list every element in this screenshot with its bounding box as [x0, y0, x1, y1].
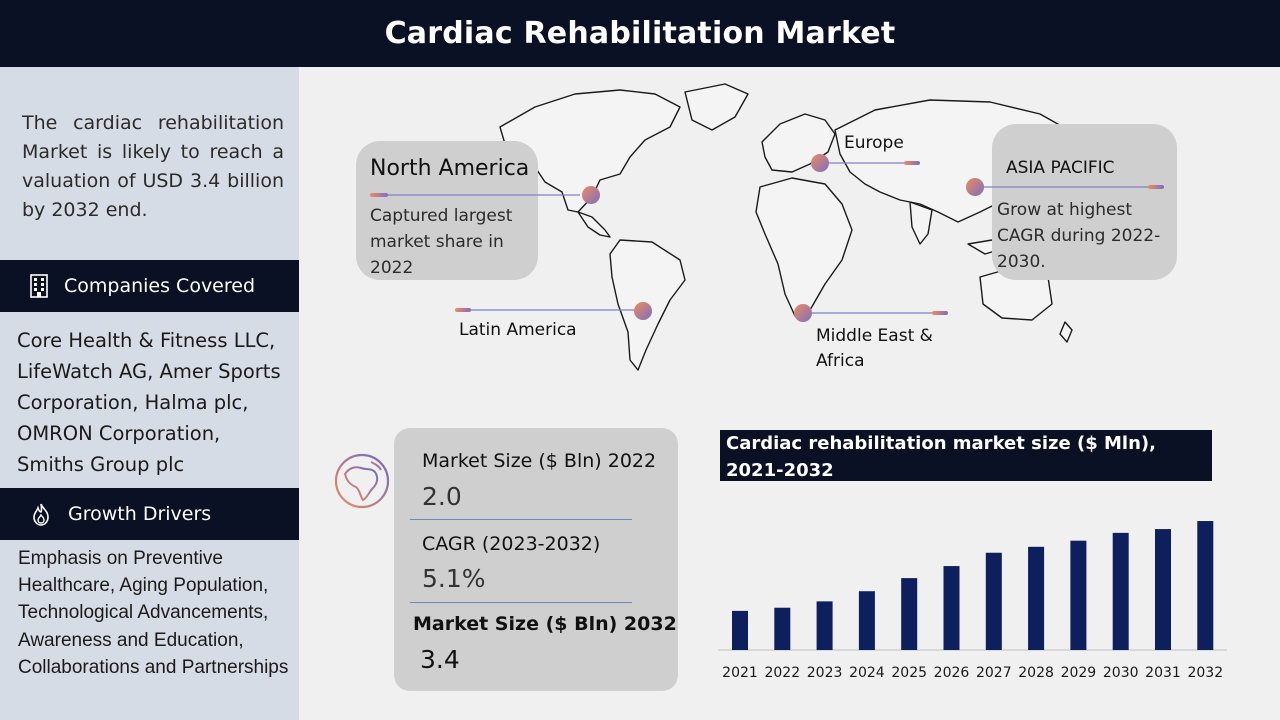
stats-divider-2	[410, 602, 632, 603]
bar-2021	[732, 610, 748, 650]
tick-label-2029: 2029	[1061, 665, 1097, 681]
size-2032-label: Market Size ($ Bln) 2032	[413, 613, 677, 635]
asia-pacific-card	[992, 124, 1177, 280]
flame-icon	[33, 503, 49, 526]
latin-america-label: Latin America	[459, 320, 577, 340]
tick-label-2028: 2028	[1018, 665, 1054, 681]
bar-2028	[1028, 546, 1045, 650]
stats-card	[394, 428, 678, 691]
tick-label-2024: 2024	[849, 665, 885, 681]
sidebar: The cardiac rehabilitation Market is lik…	[0, 67, 299, 720]
intro-text: The cardiac rehabilitation Market is lik…	[22, 112, 284, 221]
companies-list: Core Health & Fitness LLC, LifeWatch AG,…	[17, 329, 281, 476]
bar-chart: 2021 2022 2023 2024 2025 2026 2027 2028 2029 2030…	[718, 521, 1227, 681]
north-america-card	[356, 141, 538, 280]
europe-label: Europe	[844, 133, 904, 153]
south-america-shape	[609, 239, 686, 371]
page-title: Cardiac Rehabilitation Market	[384, 16, 896, 51]
asia-pacific-title: ASIA PACIFIC	[1006, 158, 1115, 178]
chart-title: Cardiac rehabilitation market size ($ Ml…	[720, 430, 1212, 481]
drivers-heading-band: Growth Drivers	[0, 488, 299, 540]
tick-label-2023: 2023	[807, 665, 843, 681]
north-america-title: North America	[370, 156, 530, 181]
tick-label-2030: 2030	[1103, 665, 1139, 681]
tick-group: 2021 2022 2023 2024 2025 2026 2027 2028 2029 2030…	[722, 665, 1223, 681]
cagr-label: CAGR (2023-2032)	[422, 533, 601, 555]
india-shape	[909, 201, 933, 245]
bar-2030	[1112, 532, 1129, 650]
size-2032-value: 3.4	[420, 645, 460, 674]
header: Cardiac Rehabilitation Market	[0, 0, 1280, 67]
europe-shape	[761, 113, 836, 173]
size-2022-value: 2.0	[422, 482, 462, 511]
tick-label-2026: 2026	[934, 665, 970, 681]
tick-label-2021: 2021	[722, 665, 758, 681]
tick-label-2022: 2022	[764, 665, 800, 681]
bar-group	[732, 521, 1214, 650]
tick-label-2031: 2031	[1145, 665, 1181, 681]
mea-label: Middle East & Africa	[816, 326, 933, 371]
companies-heading: Companies Covered	[64, 275, 256, 297]
tick-label-2027: 2027	[976, 665, 1012, 681]
cagr-value: 5.1%	[422, 564, 486, 593]
bar-2027	[985, 552, 1002, 650]
bar-2031	[1155, 529, 1171, 650]
size-2022-label: Market Size ($ Bln) 2022	[422, 450, 657, 472]
globe-icon	[334, 453, 390, 509]
north-america-desc: Captured largest market share in 2022	[370, 206, 513, 278]
new-zealand-shape	[1059, 321, 1073, 343]
stats-divider-1	[410, 519, 632, 520]
bar-2022	[774, 607, 791, 650]
asia-pacific-desc: Grow at highest CAGR during 2022-2030.	[997, 200, 1161, 272]
bar-2024	[858, 591, 875, 650]
tick-label-2032: 2032	[1187, 665, 1223, 681]
africa-shape	[755, 177, 853, 317]
bar-2029	[1070, 540, 1087, 650]
building-icon	[30, 274, 48, 298]
bar-2023	[816, 601, 833, 650]
companies-heading-band: Companies Covered	[0, 260, 299, 312]
bar-2025	[901, 578, 918, 650]
central-america-shape	[577, 211, 611, 238]
tick-label-2025: 2025	[891, 665, 927, 681]
greenland-shape	[684, 83, 749, 131]
bar-2026	[943, 566, 960, 650]
drivers-heading: Growth Drivers	[68, 503, 212, 525]
bar-2032	[1197, 521, 1214, 650]
drivers-list: Emphasis on Preventive Healthcare, Aging…	[18, 548, 289, 678]
